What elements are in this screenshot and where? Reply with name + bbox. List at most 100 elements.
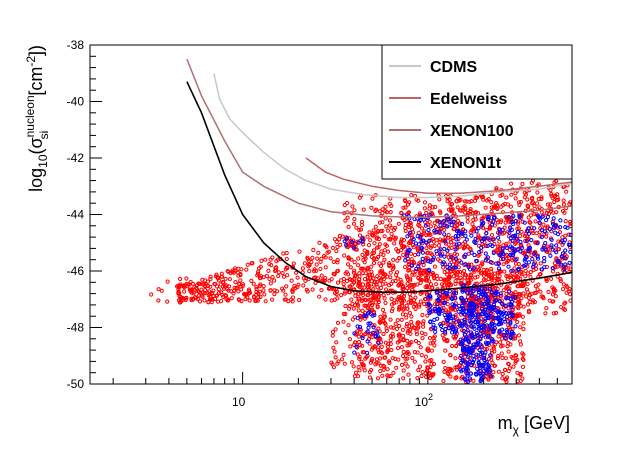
blue-scan-point <box>477 347 482 353</box>
red-scan-point <box>489 277 494 282</box>
blue-scan-point <box>516 246 521 251</box>
y-tick-label: -50 <box>67 377 85 391</box>
red-scan-point <box>407 341 412 346</box>
red-scan-point <box>292 283 297 289</box>
red-scan-point <box>519 270 524 275</box>
red-scan-point <box>348 344 353 349</box>
red-scan-point <box>249 278 254 283</box>
red-scan-point <box>245 262 250 267</box>
red-scan-point <box>498 193 503 198</box>
red-scan-point <box>341 352 346 357</box>
red-scan-point <box>253 298 258 304</box>
red-scan-point <box>455 218 460 223</box>
red-scan-point <box>402 198 407 203</box>
blue-scan-point <box>441 219 447 224</box>
red-scan-point <box>218 282 223 287</box>
red-scan-point <box>518 233 523 238</box>
red-scan-point <box>359 359 364 364</box>
red-scan-point <box>528 213 534 218</box>
red-scan-point <box>383 300 388 305</box>
blue-scan-point <box>474 297 479 302</box>
red-scan-point <box>533 284 538 289</box>
red-scan-point <box>302 261 307 266</box>
blue-scan-point <box>464 323 469 328</box>
blue-scan-point <box>474 229 479 234</box>
red-scan-point <box>334 239 339 244</box>
red-scan-point <box>319 256 324 261</box>
blue-scan-point <box>476 317 481 322</box>
blue-scan-point <box>523 256 528 262</box>
red-scan-point <box>484 243 489 248</box>
red-scan-point <box>374 357 379 362</box>
red-scan-point <box>334 249 339 254</box>
red-scan-point <box>190 281 195 286</box>
blue-scan-point <box>419 246 424 251</box>
red-scan-point <box>376 347 381 352</box>
blue-scan-point <box>567 260 572 265</box>
blue-scan-point <box>462 312 467 317</box>
red-scan-point <box>226 288 231 293</box>
red-scan-point <box>215 276 221 281</box>
red-scan-point <box>448 202 453 207</box>
red-scan-point <box>256 291 261 296</box>
blue-scan-point <box>504 245 509 250</box>
blue-scan-point <box>460 347 466 352</box>
red-scan-point <box>491 346 496 351</box>
red-scan-point <box>351 221 357 226</box>
red-scan-point <box>258 294 263 299</box>
blue-scan-point <box>365 350 370 355</box>
red-scan-point <box>208 277 213 282</box>
red-scan-point <box>564 189 569 194</box>
red-scan-point <box>346 323 351 328</box>
blue-scan-point <box>465 290 470 295</box>
blue-scan-point <box>437 312 442 317</box>
red-scan-point <box>290 289 295 294</box>
red-scan-point <box>373 208 378 213</box>
blue-scan-point <box>491 339 496 344</box>
red-scan-point <box>515 312 520 317</box>
red-scan-point <box>417 364 423 369</box>
red-scan-point <box>396 221 401 226</box>
red-scan-point <box>367 341 372 346</box>
red-scan-point <box>383 322 388 327</box>
red-scan-point <box>453 270 458 275</box>
red-scan-point <box>378 278 383 283</box>
red-scan-point <box>529 201 534 206</box>
blue-scan-point <box>482 357 487 363</box>
blue-scan-point <box>492 305 497 310</box>
red-scan-point <box>416 262 421 267</box>
red-scan-point <box>387 283 392 288</box>
red-scan-point <box>223 276 228 281</box>
red-scan-point <box>411 260 416 265</box>
red-scan-point <box>389 231 394 236</box>
blue-scan-point <box>542 229 548 234</box>
blue-scan-point <box>497 227 502 232</box>
blue-scan-point <box>426 295 431 300</box>
red-scan-point <box>359 266 364 271</box>
red-scan-point <box>520 314 526 319</box>
red-scan-point <box>403 361 408 366</box>
red-scan-point <box>400 312 405 317</box>
red-scan-point <box>382 248 387 253</box>
red-scan-point <box>430 340 435 345</box>
red-scan-point <box>356 365 361 370</box>
blue-scan-point <box>420 250 425 255</box>
blue-scan-point <box>467 348 472 353</box>
blue-scan-point <box>467 303 472 308</box>
red-scan-point <box>216 278 222 283</box>
red-scan-point <box>449 245 454 250</box>
red-scan-point <box>374 236 379 241</box>
blue-scan-point <box>370 330 376 335</box>
red-scan-point <box>449 368 454 373</box>
blue-scan-point <box>451 219 456 224</box>
red-scan-point <box>384 210 390 215</box>
red-scan-point <box>357 227 362 233</box>
blue-scan-point <box>488 353 493 358</box>
red-scan-point <box>511 275 516 280</box>
red-scan-point <box>317 240 322 245</box>
red-scan-point <box>401 205 406 210</box>
red-scan-point <box>268 288 273 293</box>
red-scan-point <box>502 269 507 274</box>
red-scan-point <box>353 273 358 278</box>
blue-scan-point <box>497 330 502 335</box>
